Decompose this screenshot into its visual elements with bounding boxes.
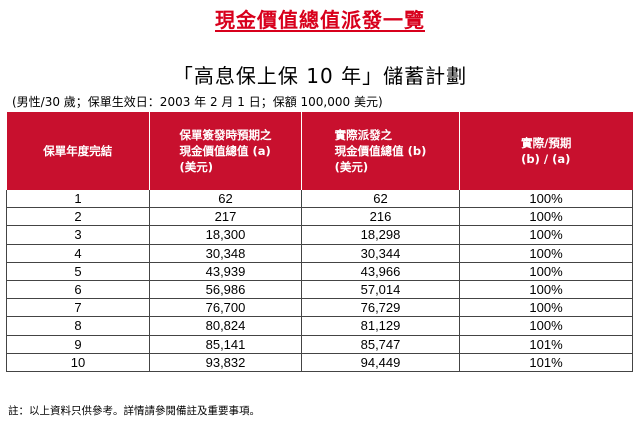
cell-actual-value: 30,344 bbox=[301, 244, 460, 263]
table-header: 保單年度完結 保單簽發時預期之 現金價值總值 (a) (美元) 實際派發之 現金價值總值 … bbox=[6, 112, 633, 190]
header-ratio: 實際/預期 (b) / (a) bbox=[459, 112, 633, 190]
header-line: (b) / (a) bbox=[521, 152, 571, 166]
table-row: 4 30,348 30,344 100% bbox=[6, 244, 633, 263]
page-title: 現金價值總值派發一覽 bbox=[215, 8, 425, 32]
cell-ratio: 100% bbox=[459, 207, 633, 227]
header-line: 實際/預期 bbox=[521, 136, 572, 150]
table-row: 9 85,141 85,747 101% bbox=[6, 335, 633, 354]
cell-policy-year: 5 bbox=[6, 262, 150, 281]
table-row: 2 217 216 100% bbox=[6, 207, 633, 227]
header-row: 保單年度完結 保單簽發時預期之 現金價值總值 (a) (美元) 實際派發之 現金價值總值 … bbox=[6, 112, 633, 190]
cell-expected-value: 217 bbox=[149, 207, 302, 227]
cell-ratio: 100% bbox=[459, 244, 633, 263]
cell-ratio: 101% bbox=[459, 335, 633, 354]
table-row: 3 18,300 18,298 100% bbox=[6, 225, 633, 245]
cell-policy-year: 7 bbox=[6, 298, 150, 318]
header-label: 實際/預期 (b) / (a) bbox=[521, 135, 571, 167]
cell-ratio: 100% bbox=[459, 280, 633, 300]
cell-expected-value: 80,824 bbox=[149, 316, 302, 336]
cell-ratio: 101% bbox=[459, 353, 633, 372]
cell-expected-value: 76,700 bbox=[149, 298, 302, 318]
table-body: 1 62 62 100% 2 217 216 100% 3 18,300 18,298 100% 4 30… bbox=[6, 190, 633, 372]
cell-expected-value: 18,300 bbox=[149, 225, 302, 245]
footnote: 註：以上資料只供參考。詳情請參閱備註及重要事項。 bbox=[8, 405, 260, 417]
cell-expected-value: 62 bbox=[149, 190, 302, 209]
cell-actual-value: 85,747 bbox=[301, 335, 460, 354]
cell-ratio: 100% bbox=[459, 262, 633, 281]
cell-policy-year: 2 bbox=[6, 207, 150, 227]
cell-policy-year: 1 bbox=[6, 190, 150, 209]
table-row: 7 76,700 76,729 100% bbox=[6, 298, 633, 318]
header-line: 保單簽發時預期之 bbox=[179, 128, 272, 142]
cash-value-table: 保單年度完結 保單簽發時預期之 現金價值總值 (a) (美元) 實際派發之 現金價值總值 … bbox=[6, 112, 633, 372]
cell-actual-value: 81,129 bbox=[301, 316, 460, 336]
plan-subtitle: 「高息保上保 10 年」儲蓄計劃 bbox=[172, 64, 468, 88]
header-line: (美元) bbox=[179, 160, 214, 174]
cell-policy-year: 9 bbox=[6, 335, 150, 354]
table-row: 6 56,986 57,014 100% bbox=[6, 280, 633, 300]
cell-actual-value: 18,298 bbox=[301, 225, 460, 245]
cell-expected-value: 85,141 bbox=[149, 335, 302, 354]
cell-ratio: 100% bbox=[459, 298, 633, 318]
cell-expected-value: 43,939 bbox=[149, 262, 302, 281]
cell-actual-value: 62 bbox=[301, 190, 460, 209]
cell-ratio: 100% bbox=[459, 190, 633, 209]
header-line: 保單年度完結 bbox=[43, 144, 113, 158]
header-line: 實際派發之 bbox=[334, 128, 393, 142]
cell-actual-value: 216 bbox=[301, 207, 460, 227]
cell-ratio: 100% bbox=[459, 225, 633, 245]
header-policy-year: 保單年度完結 bbox=[6, 112, 150, 190]
cell-policy-year: 3 bbox=[6, 225, 150, 245]
policy-details: (男性/30 歲；保單生效日：2003 年 2 月 1 日；保額 100,000… bbox=[12, 95, 383, 109]
cell-policy-year: 10 bbox=[6, 353, 150, 372]
table-row: 1 62 62 100% bbox=[6, 190, 633, 209]
header-label: 保單簽發時預期之 現金價值總值 (a) (美元) bbox=[180, 127, 272, 175]
cell-actual-value: 43,966 bbox=[301, 262, 460, 281]
cell-actual-value: 57,014 bbox=[301, 280, 460, 300]
header-actual-value: 實際派發之現金價值總值 (b) (美元) bbox=[301, 112, 460, 190]
header-label: 保單年度完結 bbox=[43, 143, 112, 159]
cell-expected-value: 93,832 bbox=[149, 353, 302, 372]
cell-policy-year: 4 bbox=[6, 244, 150, 263]
cell-expected-value: 56,986 bbox=[149, 280, 302, 300]
header-line: 現金價值總值 (b) bbox=[334, 144, 427, 158]
cell-policy-year: 6 bbox=[6, 280, 150, 300]
table-row: 8 80,824 81,129 100% bbox=[6, 316, 633, 336]
header-label: 實際派發之現金價值總值 (b) (美元) bbox=[335, 127, 427, 175]
header-line: 現金價值總值 (a) bbox=[179, 144, 271, 158]
header-expected-value: 保單簽發時預期之 現金價值總值 (a) (美元) bbox=[149, 112, 302, 190]
table-row: 10 93,832 94,449 101% bbox=[6, 353, 633, 372]
header-line: (美元) bbox=[334, 160, 369, 174]
cell-policy-year: 8 bbox=[6, 316, 150, 336]
cell-actual-value: 76,729 bbox=[301, 298, 460, 318]
table-row: 5 43,939 43,966 100% bbox=[6, 262, 633, 281]
cell-actual-value: 94,449 bbox=[301, 353, 460, 372]
cell-expected-value: 30,348 bbox=[149, 244, 302, 263]
cell-ratio: 100% bbox=[459, 316, 633, 336]
